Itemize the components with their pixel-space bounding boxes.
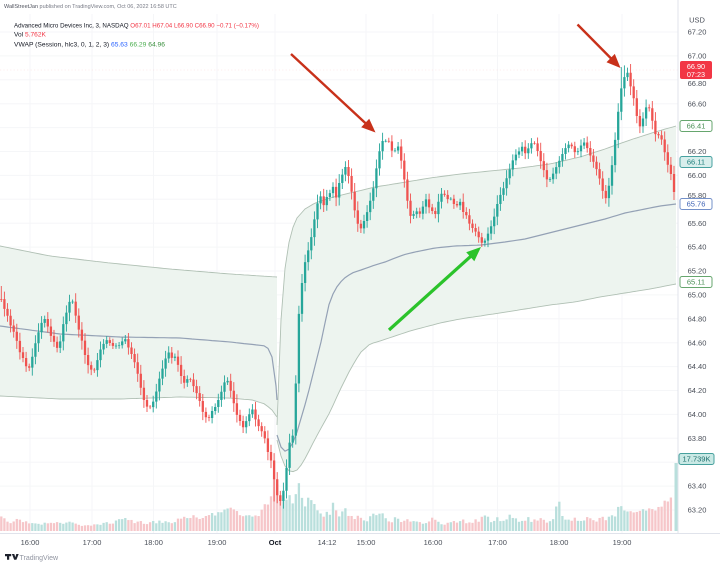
svg-text:19:00: 19:00 xyxy=(208,538,227,547)
svg-text:64.80: 64.80 xyxy=(688,314,707,323)
svg-text:17.739K: 17.739K xyxy=(683,455,711,464)
svg-text:65.80: 65.80 xyxy=(688,191,707,200)
svg-text:17:00: 17:00 xyxy=(488,538,507,547)
svg-text:63.20: 63.20 xyxy=(688,506,707,515)
svg-text:65.40: 65.40 xyxy=(688,243,707,252)
svg-text:65.20: 65.20 xyxy=(688,267,707,276)
svg-text:64.40: 64.40 xyxy=(688,362,707,371)
svg-text:18:00: 18:00 xyxy=(550,538,569,547)
svg-text:16:00: 16:00 xyxy=(21,538,40,547)
svg-text:66.41: 66.41 xyxy=(687,122,706,131)
svg-text:65.60: 65.60 xyxy=(688,219,707,228)
svg-text:65.11: 65.11 xyxy=(687,278,705,287)
svg-text:63.40: 63.40 xyxy=(688,482,707,491)
svg-text:66.11: 66.11 xyxy=(687,158,705,167)
svg-text:18:00: 18:00 xyxy=(144,538,163,547)
svg-text:Oct: Oct xyxy=(269,538,282,547)
svg-text:17:00: 17:00 xyxy=(83,538,102,547)
svg-text:65.76: 65.76 xyxy=(687,200,706,209)
svg-text:16:00: 16:00 xyxy=(424,538,443,547)
svg-text:07:23: 07:23 xyxy=(687,70,705,79)
svg-text:66.60: 66.60 xyxy=(688,99,707,108)
svg-text:66.80: 66.80 xyxy=(688,79,707,88)
svg-text:67.00: 67.00 xyxy=(688,52,707,61)
svg-text:USD: USD xyxy=(689,16,705,25)
svg-text:66.90: 66.90 xyxy=(687,62,705,71)
svg-text:Advanced Micro Devices Inc, 3,: Advanced Micro Devices Inc, 3, NASDAQ O6… xyxy=(14,23,259,30)
svg-text:65.00: 65.00 xyxy=(688,291,707,300)
svg-text:VWAP (Session, hlc3, 0, 1, 2,: VWAP (Session, hlc3, 0, 1, 2, 3) 65.63 6… xyxy=(14,42,165,49)
svg-text:TradingView: TradingView xyxy=(20,555,59,562)
svg-text:64.00: 64.00 xyxy=(688,410,707,419)
svg-text:64.20: 64.20 xyxy=(688,386,707,395)
svg-text:67.20: 67.20 xyxy=(688,28,707,37)
svg-text:15:00: 15:00 xyxy=(357,538,376,547)
svg-text:14:12: 14:12 xyxy=(318,538,337,547)
svg-text:WallStreetJan published on Tra: WallStreetJan published on TradingView.c… xyxy=(4,4,177,10)
svg-text:19:00: 19:00 xyxy=(613,538,632,547)
svg-text:63.80: 63.80 xyxy=(688,434,707,443)
svg-text:66.20: 66.20 xyxy=(688,147,707,156)
svg-text:Vol 5.762K: Vol 5.762K xyxy=(14,32,47,39)
svg-text:66.00: 66.00 xyxy=(688,171,707,180)
svg-text:64.60: 64.60 xyxy=(688,338,707,347)
